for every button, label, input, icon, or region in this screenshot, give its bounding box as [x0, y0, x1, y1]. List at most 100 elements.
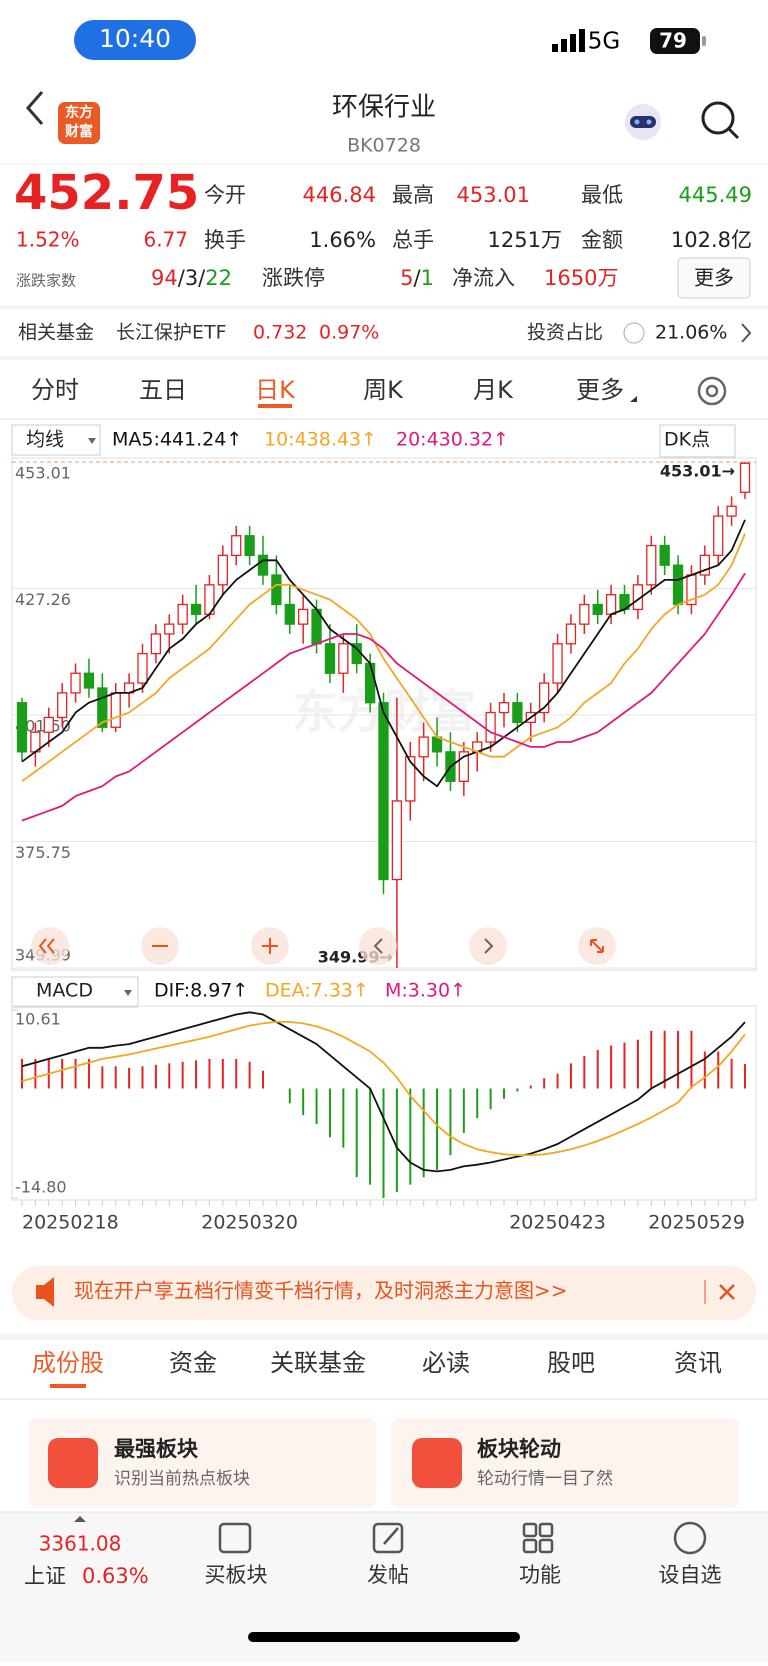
index-name: 上证 — [24, 1564, 66, 1588]
tab[interactable]: 五日 — [139, 376, 187, 404]
dk-button[interactable] — [659, 424, 736, 458]
candle-body — [150, 633, 162, 655]
banner-text[interactable]: 现在开户享五档行情变千档行情，及时洞悉主力意图>> — [74, 1279, 568, 1303]
banner[interactable] — [12, 1266, 756, 1320]
indicator-select[interactable] — [11, 976, 139, 1008]
more-button[interactable] — [677, 257, 751, 299]
tab-underline — [50, 1384, 86, 1388]
tab[interactable]: 必读 — [422, 1349, 470, 1377]
nav-item[interactable]: 买板块 — [205, 1563, 268, 1587]
nav-item[interactable]: 发帖 — [367, 1563, 409, 1587]
legend-entry: 10:438.43↑ — [264, 429, 377, 451]
candle-body — [177, 603, 188, 625]
candle-body — [552, 643, 563, 684]
logo — [58, 102, 100, 144]
legend-entry: DIF:8.97↑ — [154, 980, 248, 1002]
divider — [0, 1398, 768, 1400]
candle-body — [485, 711, 496, 743]
more-arrow — [630, 396, 637, 402]
high-label: 453.01→ — [660, 462, 735, 481]
signal — [552, 29, 585, 52]
nav-icons — [218, 1521, 707, 1555]
tab[interactable]: 股吧 — [547, 1349, 595, 1377]
battery — [650, 28, 700, 54]
fund-name: 长江保护ETF — [116, 322, 227, 344]
dropdown-arrow — [88, 438, 96, 444]
candle-body — [512, 702, 523, 724]
legend-entry: DEA:7.33↑ — [265, 980, 369, 1002]
candle-body — [646, 544, 657, 586]
tab[interactable]: 月K — [473, 376, 514, 404]
ma-line — [21, 533, 746, 783]
divider — [0, 356, 768, 360]
divider — [0, 418, 768, 420]
breadth-part: 94 — [151, 266, 178, 290]
title: 环保行业 — [332, 93, 436, 123]
candle-body — [726, 505, 737, 517]
card[interactable] — [28, 1418, 376, 1508]
card-title: 板块轮动 — [477, 1437, 561, 1461]
change: 6.77 — [143, 228, 188, 252]
candle-body — [231, 535, 242, 557]
ma-select-label[interactable]: 均线 — [26, 429, 64, 451]
logo-text: 东方 — [65, 104, 93, 121]
legend-entry: M:3.30↑ — [385, 980, 466, 1002]
tab[interactable]: 成份股 — [32, 1349, 104, 1377]
field-label: 换手 — [204, 228, 246, 252]
more-label[interactable]: 更多 — [694, 266, 734, 290]
dea-line — [21, 1021, 746, 1156]
breadth: 94/3/22 — [151, 266, 232, 290]
robot-icon[interactable] — [625, 104, 661, 140]
back-button[interactable] — [26, 91, 44, 125]
card[interactable] — [391, 1418, 739, 1508]
chart-control[interactable] — [469, 927, 507, 965]
candle-body — [244, 535, 255, 557]
candle-body — [391, 800, 403, 881]
candle-body — [579, 603, 590, 625]
limit-part: / — [414, 266, 422, 290]
candle-body — [565, 623, 577, 645]
candle-body — [16, 702, 28, 753]
inflow-label: 净流入 — [452, 266, 515, 290]
tab-underline — [258, 404, 292, 408]
tab[interactable]: 更多 — [576, 376, 624, 404]
settings-icon[interactable] — [697, 376, 727, 406]
candle-body — [539, 682, 550, 714]
ma-select[interactable] — [11, 424, 101, 456]
tab[interactable]: 关联基金 — [270, 1349, 366, 1377]
chart-control[interactable] — [31, 927, 69, 965]
candle-body — [257, 554, 269, 576]
candle-body — [713, 515, 724, 557]
candle-body — [405, 756, 416, 802]
dk-label[interactable]: DK点 — [664, 429, 710, 451]
help-icon[interactable] — [623, 322, 645, 344]
card-icon — [412, 1438, 462, 1488]
speaker-icon — [36, 1277, 54, 1307]
candle-body — [592, 603, 603, 615]
price: 452.75 — [14, 165, 199, 221]
nav-item[interactable]: 功能 — [519, 1563, 561, 1587]
index-value: 3361.08 — [39, 1532, 122, 1556]
chart-control[interactable] — [359, 927, 397, 965]
tab[interactable]: 资讯 — [674, 1349, 722, 1377]
tab[interactable]: 周K — [363, 376, 404, 404]
limit: 5/1 — [400, 266, 434, 290]
divider — [0, 305, 768, 309]
field-label: 今开 — [204, 183, 246, 207]
y-tick-label: 427.26 — [15, 590, 71, 609]
x-tick-label: 20250218 — [22, 1212, 119, 1234]
search-icon[interactable] — [701, 101, 740, 140]
tab[interactable]: 分时 — [31, 376, 79, 404]
control-glyph — [38, 938, 55, 954]
candle-body — [378, 702, 389, 881]
nav-item[interactable]: 设自选 — [659, 1563, 722, 1587]
candle-body — [458, 751, 469, 782]
candle-body — [83, 672, 95, 689]
field-label: 金额 — [581, 228, 623, 252]
tab[interactable]: 日K — [255, 376, 296, 404]
close-banner[interactable] — [719, 1284, 735, 1300]
legend-entry: MA5:441.24↑ — [112, 429, 242, 451]
tab[interactable]: 资金 — [169, 1349, 217, 1377]
limit-label: 涨跌停 — [262, 266, 325, 290]
indicator-label[interactable]: MACD — [36, 980, 93, 1002]
